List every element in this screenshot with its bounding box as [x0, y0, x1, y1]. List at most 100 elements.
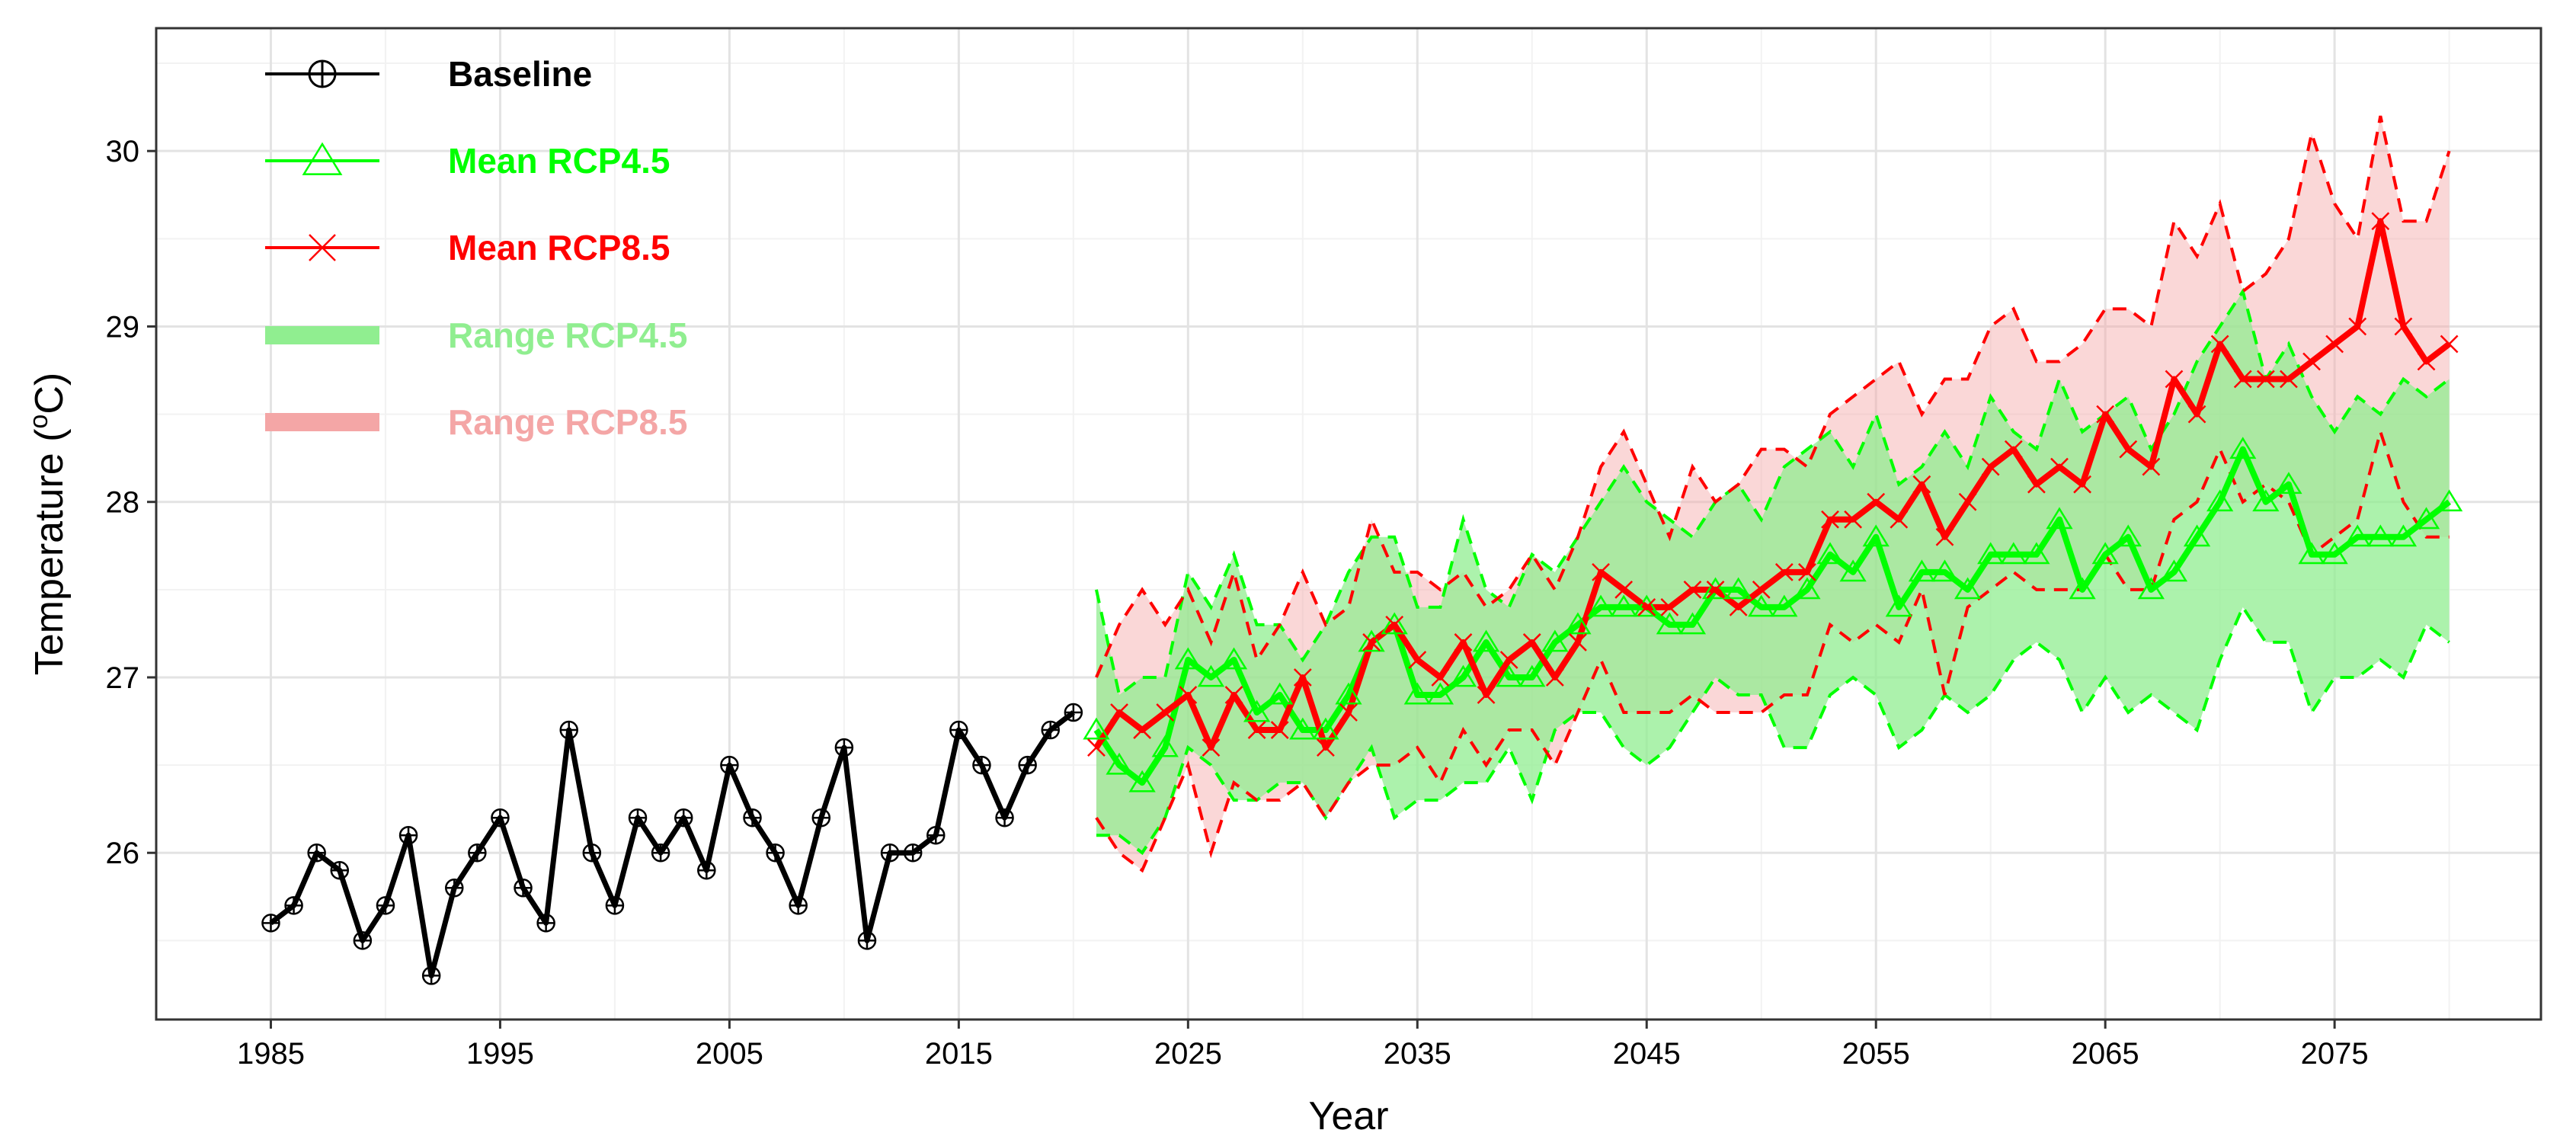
rcp45-point [2366, 524, 2394, 547]
baseline-point [514, 879, 533, 898]
rcp85-point [1270, 721, 1289, 739]
y-tick-label: 30 [106, 135, 140, 168]
rcp85-point-b [2394, 317, 2413, 336]
baseline-point [811, 808, 831, 827]
rcp45-point [1403, 682, 1431, 705]
baseline-point [398, 825, 418, 845]
baseline-point [766, 843, 785, 863]
y-tick-label: 26 [106, 837, 140, 870]
rcp85-point-b [2050, 457, 2069, 476]
rcp45-point [2137, 577, 2165, 600]
rcp85-point-b [2302, 352, 2321, 371]
rcp85-point-b [1385, 616, 1404, 634]
rcp45-point [1931, 559, 1959, 582]
baseline-point [628, 808, 648, 827]
rcp85-point [1545, 668, 1564, 687]
rcp85-point-b [1660, 597, 1679, 616]
baseline-point [880, 843, 900, 863]
rcp85-point [2050, 457, 2069, 476]
y-axis-title-main: Temperature ( [27, 428, 72, 675]
legend-item: Range RCP8.5 [265, 402, 687, 442]
rcp85-point [1202, 738, 1221, 757]
rcp45-point [1633, 594, 1660, 617]
rcp85-point-b [2440, 335, 2459, 354]
rcp45-point [1449, 664, 1477, 687]
rcp85-point [2142, 457, 2161, 476]
rcp45-point [1083, 717, 1110, 740]
rcp85-point-b [1454, 633, 1473, 651]
baseline-point [789, 896, 808, 915]
baseline-point [903, 843, 923, 863]
rcp85-point [1385, 616, 1404, 634]
legend: Baseline Mean RCP4.5 Mean RCP8.5 Range RCP4… [265, 54, 687, 442]
rcp45-point [2183, 524, 2211, 547]
rcp85-point [1935, 527, 1954, 546]
x-tick-label: 2015 [925, 1037, 993, 1071]
rcp85-point [1224, 686, 1243, 704]
rcp45-point [1977, 542, 2005, 565]
rcp85-point [1844, 510, 1862, 529]
rcp85-point-b [2142, 457, 2161, 476]
rcp85-point-b [1821, 510, 1839, 529]
rcp85-point [2348, 317, 2367, 336]
baseline-point [1041, 720, 1060, 740]
baseline-point [445, 879, 464, 898]
rcp85-point-b [1844, 510, 1862, 529]
rcp45-point [1128, 770, 1156, 792]
baseline-point [559, 720, 578, 740]
x-tick-label: 2035 [1384, 1037, 1451, 1071]
rcp45-point [1816, 542, 1844, 565]
rcp45-point [1725, 577, 1752, 600]
rcp85-point-b [1569, 633, 1587, 651]
rcp85-point-b [2325, 335, 2344, 354]
rcp85-point [1821, 510, 1839, 529]
rcp85-point-b [1247, 721, 1266, 739]
rcp85-point-b [2348, 317, 2367, 336]
baseline-point [857, 931, 877, 950]
rcp85-point-b [1706, 580, 1725, 599]
rcp85-point-b [1614, 580, 1634, 599]
rcp45-point [2344, 524, 2371, 547]
rcp85-point [1912, 475, 1931, 494]
rcp85-point [1522, 633, 1541, 651]
rcp45-point [1541, 629, 1569, 652]
rcp45-point [2114, 524, 2142, 547]
rcp45-point [2069, 577, 2096, 600]
rcp85-point-b [1798, 562, 1816, 581]
legend-label: Baseline [448, 54, 592, 94]
rcp85-point-b [1545, 668, 1564, 687]
y-axis-title: Temperature (oC) [24, 373, 72, 675]
rcp85-point-b [1224, 686, 1243, 704]
plot-panel-border [155, 27, 2542, 1021]
y-axis-title-unit: C) [27, 373, 72, 415]
rcp85-point [1798, 562, 1816, 581]
rcp45-point [1243, 699, 1271, 722]
rcp85-point-b [2210, 335, 2229, 354]
legend-item: Range RCP4.5 [265, 315, 687, 355]
baseline-point [651, 843, 670, 863]
rcp45-point [2229, 437, 2257, 459]
rcp45-point [2160, 559, 2188, 582]
rcp45-point [1885, 594, 1912, 617]
data-point-markers [261, 212, 2463, 985]
rcp85-point [1247, 721, 1266, 739]
legend-marker [302, 142, 343, 175]
rcp85-point-b [1317, 738, 1335, 757]
rcp45-point [2023, 542, 2050, 565]
rcp85-point [1339, 703, 1358, 722]
rcp85-point-b [1202, 738, 1221, 757]
rcp85-point-b [1339, 703, 1358, 722]
mean-series-lines [269, 218, 2452, 978]
rcp85-point [1958, 492, 1977, 511]
rcp45-point [1358, 629, 1385, 652]
rcp85-point-b [1935, 527, 1954, 546]
rcp45-point [1266, 682, 1294, 705]
rcp45-point [1426, 682, 1454, 705]
rcp85-point [1752, 580, 1771, 599]
legend-label: Range RCP8.5 [448, 402, 687, 442]
rcp45-point [1312, 717, 1339, 740]
rcp45-point [2046, 507, 2073, 530]
rcp45-point [1794, 577, 1821, 600]
rcp85-point [1614, 580, 1634, 599]
rcp85-point-b [1499, 651, 1518, 669]
